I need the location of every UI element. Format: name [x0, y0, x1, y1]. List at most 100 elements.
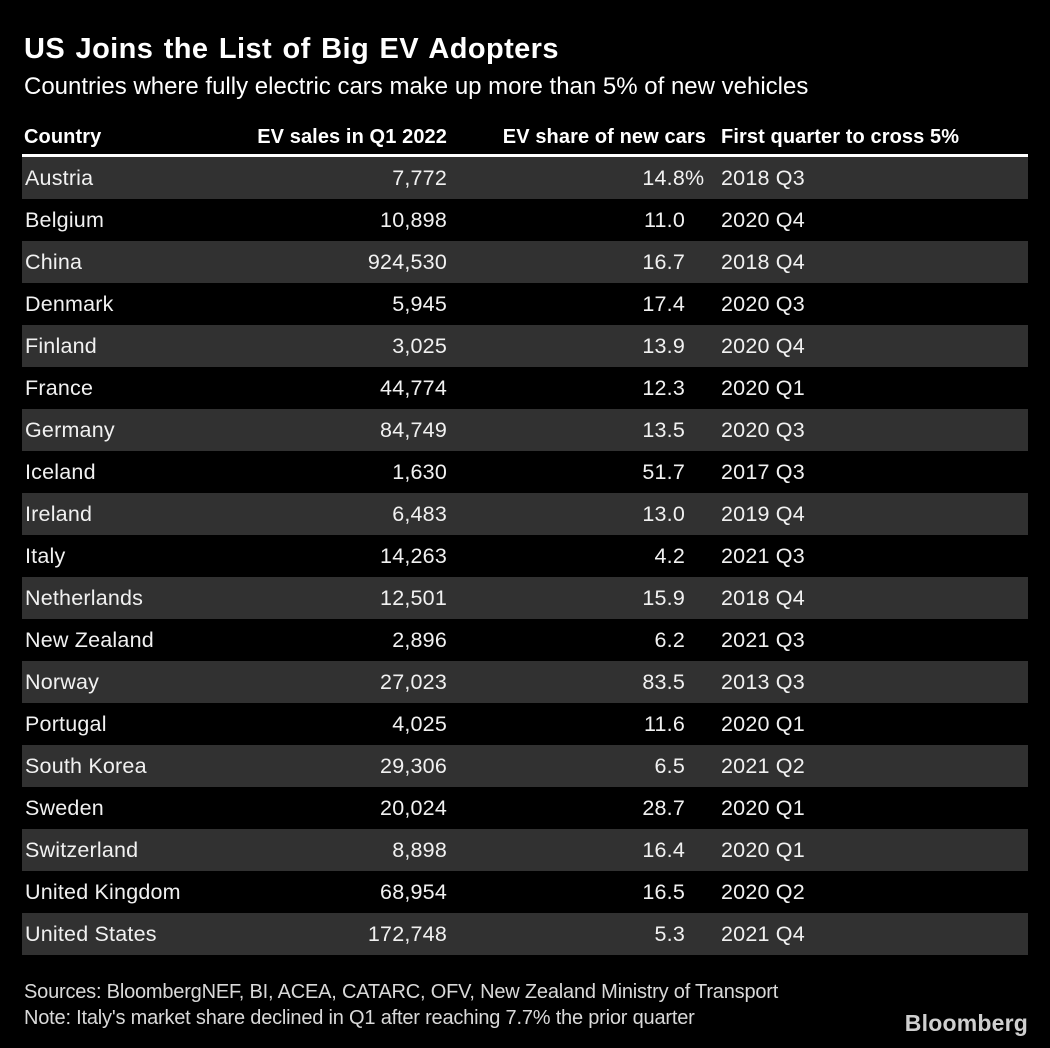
cell-country: Austria	[25, 165, 94, 190]
cell-first-quarter: 2013 Q3	[721, 669, 805, 694]
cell-ev-share: 12.3	[447, 376, 706, 401]
cell-ev-sales: 14,263	[380, 543, 447, 568]
table-row: Germany 84,749 13.5 2020 Q3	[22, 409, 1028, 451]
ev-share-value: 13.9	[642, 333, 685, 358]
ev-share-value: 4.2	[654, 543, 685, 568]
cell-country: Belgium	[25, 207, 105, 232]
cell-first-quarter: 2020 Q1	[721, 795, 805, 820]
cell-first-quarter: 2020 Q2	[721, 879, 805, 904]
cell-ev-share: 11.6	[447, 712, 706, 737]
cell-ev-sales: 172,748	[367, 921, 447, 946]
table-row: South Korea 29,306 6.5 2021 Q2	[22, 745, 1028, 787]
cell-country: Switzerland	[25, 837, 139, 862]
cell-country: Iceland	[25, 459, 96, 484]
note-text: Note: Italy's market share declined in Q…	[24, 1007, 695, 1029]
cell-first-quarter: 2018 Q4	[721, 585, 805, 610]
cell-ev-share: 6.2	[447, 628, 706, 653]
cell-first-quarter: 2020 Q1	[721, 375, 805, 400]
ev-share-value: 13.0	[642, 501, 685, 526]
sources-text: Sources: BloombergNEF, BI, ACEA, CATARC,…	[24, 981, 779, 1003]
cell-ev-sales: 2,896	[392, 627, 447, 652]
table-row: Iceland 1,630 51.7 2017 Q3	[22, 451, 1028, 493]
cell-ev-share: 16.4	[447, 838, 706, 863]
ev-share-value: 12.3	[642, 375, 685, 400]
cell-ev-sales: 27,023	[380, 669, 447, 694]
table-row: Denmark 5,945 17.4 2020 Q3	[22, 283, 1028, 325]
cell-country: United Kingdom	[25, 879, 181, 904]
cell-ev-share: 16.5	[447, 880, 706, 905]
table-row: Belgium 10,898 11.0 2020 Q4	[22, 199, 1028, 241]
cell-first-quarter: 2020 Q4	[721, 333, 805, 358]
cell-country: Portugal	[25, 711, 107, 736]
table-row: Austria 7,772 14.8% 2018 Q3	[22, 157, 1028, 199]
ev-share-value: 16.4	[642, 837, 685, 862]
page-title: US Joins the List of Big EV Adopters	[24, 33, 559, 65]
cell-ev-share: 13.5	[447, 418, 706, 443]
page-subtitle: Countries where fully electric cars make…	[24, 73, 809, 100]
ev-share-value: 16.7	[642, 249, 685, 274]
cell-ev-sales: 7,772	[392, 165, 447, 190]
cell-ev-sales: 10,898	[380, 207, 447, 232]
cell-country: United States	[25, 921, 157, 946]
cell-ev-share: 14.8%	[447, 166, 706, 191]
ev-share-value: 83.5	[642, 669, 685, 694]
ev-share-value: 16.5	[642, 879, 685, 904]
ev-share-value: 51.7	[642, 459, 685, 484]
cell-ev-sales: 8,898	[392, 837, 447, 862]
cell-ev-share: 4.2	[447, 544, 706, 569]
cell-country: Germany	[25, 417, 115, 442]
cell-ev-share: 15.9	[447, 586, 706, 611]
table-body: Austria 7,772 14.8% 2018 Q3 Belgium 10,8…	[22, 157, 1028, 955]
cell-ev-sales: 84,749	[380, 417, 447, 442]
ev-share-value: 11.6	[643, 711, 685, 736]
cell-ev-share: 13.0	[447, 502, 706, 527]
cell-country: Sweden	[25, 795, 104, 820]
cell-first-quarter: 2018 Q3	[721, 165, 805, 190]
cell-first-quarter: 2021 Q3	[721, 543, 805, 568]
cell-country: Italy	[25, 543, 66, 568]
table-row: France 44,774 12.3 2020 Q1	[22, 367, 1028, 409]
footer: Sources: BloombergNEF, BI, ACEA, CATARC,…	[24, 981, 1026, 1030]
cell-ev-sales: 44,774	[380, 375, 447, 400]
table-row: Norway 27,023 83.5 2013 Q3	[22, 661, 1028, 703]
cell-country: Ireland	[25, 501, 93, 526]
cell-ev-share: 5.3	[447, 922, 706, 947]
cell-ev-share: 83.5	[447, 670, 706, 695]
column-header-ev-share: EV share of new cars	[502, 126, 706, 148]
cell-ev-sales: 12,501	[380, 585, 447, 610]
ev-share-value: 6.2	[654, 627, 685, 652]
table-header-row: Country EV sales in Q1 2022 EV share of …	[22, 123, 1028, 149]
cell-ev-share: 13.9	[447, 334, 706, 359]
cell-first-quarter: 2021 Q3	[721, 627, 805, 652]
table-row: Switzerland 8,898 16.4 2020 Q1	[22, 829, 1028, 871]
table-row: Netherlands 12,501 15.9 2018 Q4	[22, 577, 1028, 619]
cell-first-quarter: 2021 Q4	[721, 921, 805, 946]
table-row: United States 172,748 5.3 2021 Q4	[22, 913, 1028, 955]
cell-ev-sales: 5,945	[392, 291, 447, 316]
table-row: China 924,530 16.7 2018 Q4	[22, 241, 1028, 283]
table-row: Italy 14,263 4.2 2021 Q3	[22, 535, 1028, 577]
cell-first-quarter: 2020 Q1	[721, 837, 805, 862]
cell-country: Netherlands	[25, 585, 144, 610]
cell-country: China	[25, 249, 83, 274]
cell-ev-share: 28.7	[447, 796, 706, 821]
ev-share-value: 5.3	[654, 921, 685, 946]
cell-first-quarter: 2018 Q4	[721, 249, 805, 274]
cell-country: France	[25, 375, 94, 400]
cell-ev-sales: 20,024	[380, 795, 447, 820]
table-row: Finland 3,025 13.9 2020 Q4	[22, 325, 1028, 367]
table-row: Ireland 6,483 13.0 2019 Q4	[22, 493, 1028, 535]
ev-share-value: 28.7	[642, 795, 685, 820]
ev-share-value: 14.8	[642, 165, 685, 190]
ev-share-value: 13.5	[642, 417, 685, 442]
ev-share-unit: %	[685, 165, 705, 190]
ev-share-value: 6.5	[654, 753, 685, 778]
cell-ev-share: 11.0	[447, 208, 706, 233]
cell-country: Norway	[25, 669, 100, 694]
column-header-ev-sales: EV sales in Q1 2022	[257, 126, 447, 148]
table-row: United Kingdom 68,954 16.5 2020 Q2	[22, 871, 1028, 913]
cell-ev-sales: 6,483	[392, 501, 447, 526]
header-rule	[22, 154, 1028, 157]
table-row: Sweden 20,024 28.7 2020 Q1	[22, 787, 1028, 829]
